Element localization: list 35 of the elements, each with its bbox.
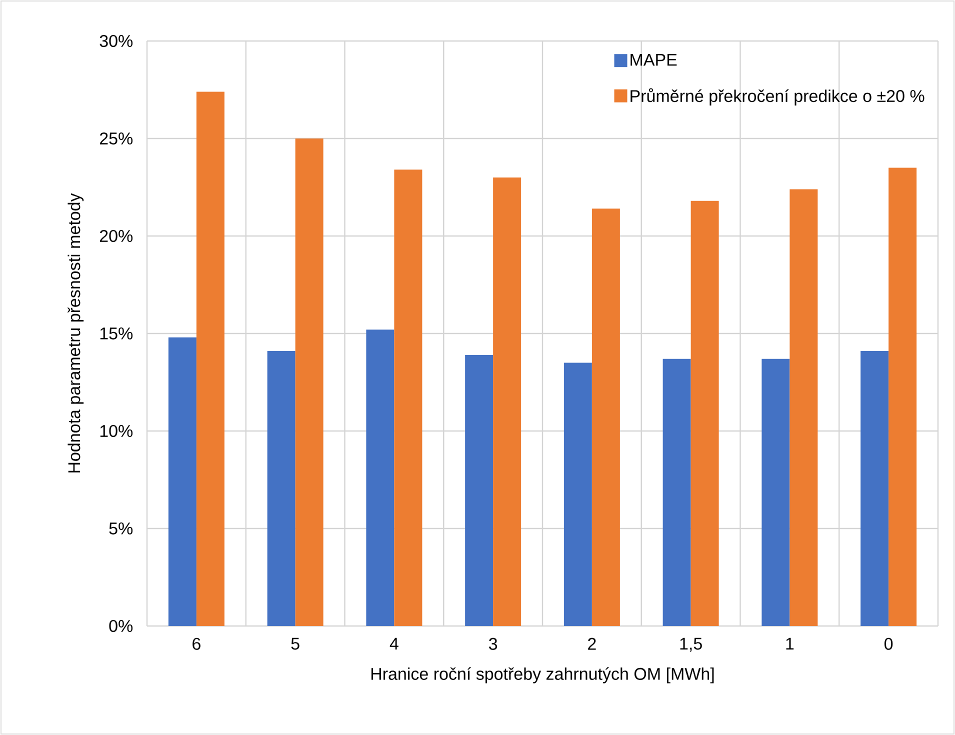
- y-tick-label: 25%: [100, 132, 133, 145]
- bar: [762, 358, 790, 626]
- bar: [493, 177, 522, 626]
- bar: [366, 330, 394, 626]
- x-axis-title: Hranice roční spotřeby zahrnutých OM [MWh]: [371, 667, 714, 684]
- bar: [592, 208, 620, 626]
- bar: [690, 200, 719, 626]
- x-tick-label: 2: [588, 638, 596, 650]
- y-tick-label: 5%: [109, 522, 133, 534]
- bar: [790, 189, 818, 626]
- y-tick-label: 0%: [109, 620, 133, 632]
- x-tick-label: 3: [488, 638, 498, 650]
- bar: [394, 170, 422, 626]
- y-tick-label: 10%: [100, 424, 133, 438]
- x-tick-label: 5: [291, 638, 300, 650]
- x-tick-label: 6: [192, 638, 200, 650]
- bar: [168, 337, 196, 626]
- y-tick-label: 15%: [100, 328, 133, 340]
- bar: [888, 168, 917, 626]
- legend-label: MAPE: [630, 54, 677, 66]
- bar: [465, 354, 494, 626]
- legend-label: Průměrné překročení predikce o ±20 %: [630, 88, 924, 106]
- bar: [196, 92, 224, 626]
- bar: [295, 138, 324, 626]
- y-tick-label: 20%: [100, 230, 133, 242]
- x-tick-label: 1,5: [680, 638, 702, 652]
- x-tick-label: 0: [884, 638, 893, 650]
- bar: [267, 351, 296, 626]
- x-tick-label: 1: [786, 638, 794, 650]
- bar: [662, 358, 691, 626]
- x-tick-label: 4: [390, 638, 398, 650]
- y-tick-label: 30%: [100, 34, 133, 48]
- bar: [564, 362, 592, 626]
- bar: [860, 351, 889, 626]
- y-axis-title: Hodnota parametru přesnosti metody: [68, 193, 84, 472]
